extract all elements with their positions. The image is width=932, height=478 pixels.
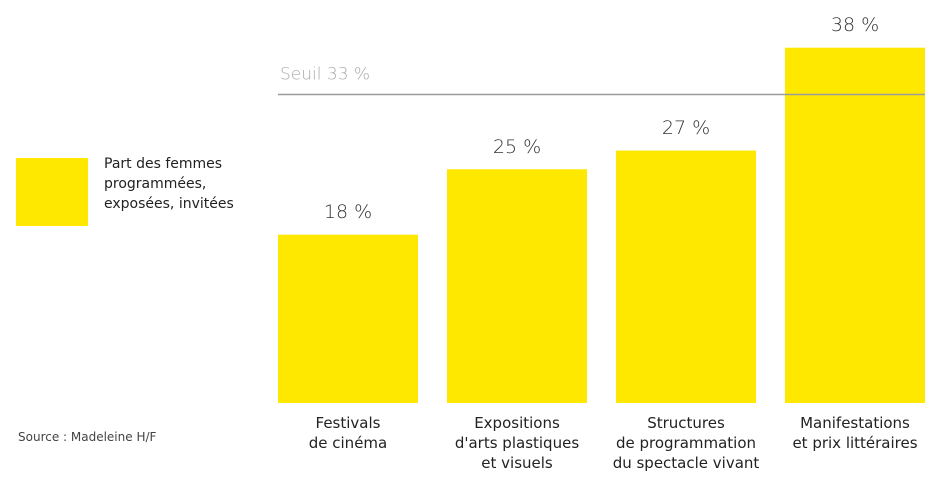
legend-label: Part des femmes programmées, exposées, i… [104,156,234,212]
x-tick-label-line: de programmation [616,434,756,452]
x-tick-label: Manifestations et prix littéraires [792,414,917,452]
value-label: 18 % [324,201,372,223]
value-label: 38 % [831,14,879,36]
x-tick-label: Structures de programmation du spectacle v… [613,414,760,472]
value-label: 27 % [662,117,710,139]
x-tick-label-line: Structures [647,414,725,432]
x-tick-label-line: de cinéma [309,434,387,452]
bar [616,150,756,403]
x-tick-label: Expositions d'arts plastiques et visuels [455,414,579,472]
source: Source : Madeleine H/F [18,430,157,444]
bar [278,234,418,403]
bar [785,47,925,403]
x-tick-label-line: du spectacle vivant [613,454,760,472]
bar [447,169,587,403]
x-tick-label: Festivals de cinéma [309,414,387,452]
x-tick-label-line: Expositions [474,414,560,432]
x-tick-label-line: Festivals [316,414,381,432]
legend: Part des femmes programmées, exposées, i… [16,156,264,226]
x-tick-label-line: et visuels [481,454,553,472]
x-tick-label-line: d'arts plastiques [455,434,579,452]
x-tick-label-line: et prix littéraires [792,434,917,452]
value-label: 25 % [493,136,541,158]
x-tick-label-line: Manifestations [800,414,910,432]
threshold-label: Seuil 33 % [280,64,370,84]
legend-swatch [16,158,88,226]
